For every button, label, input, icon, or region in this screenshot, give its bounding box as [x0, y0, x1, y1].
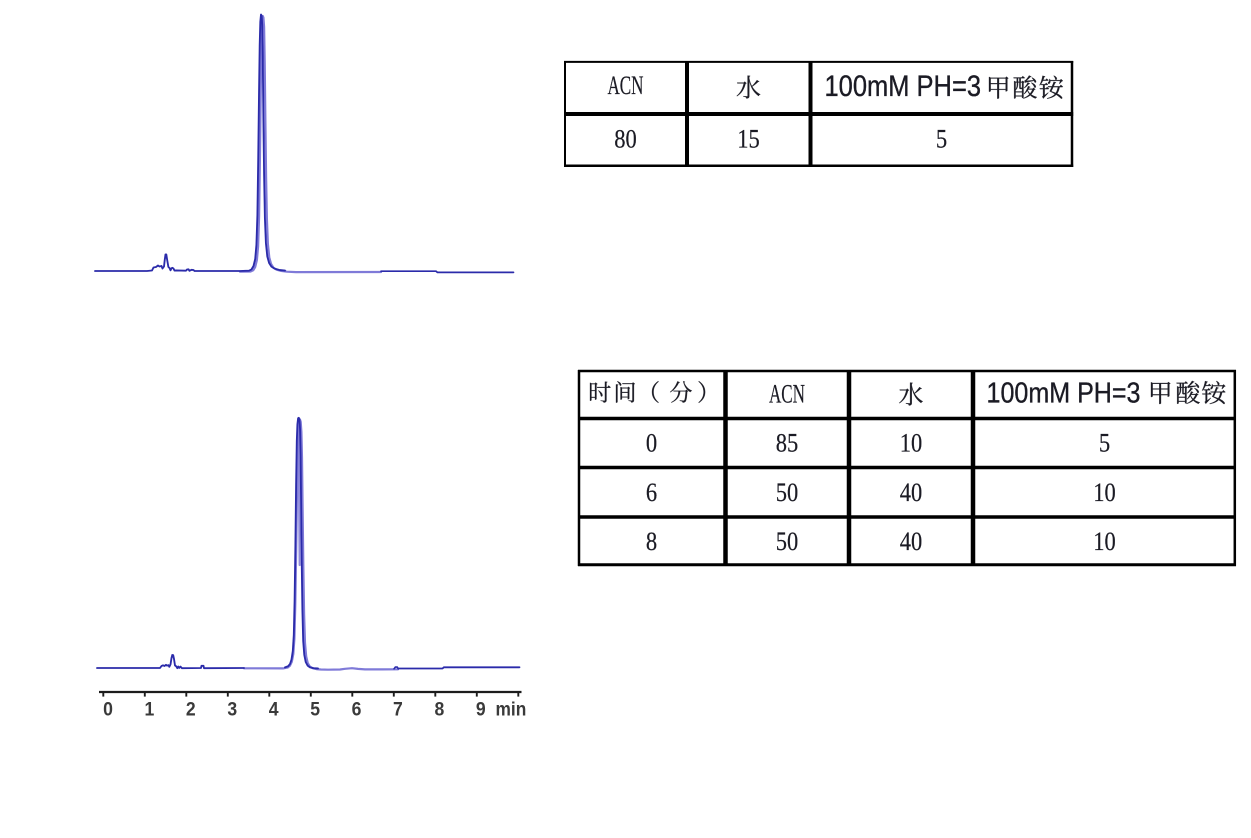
svg-text:4: 4 [269, 700, 279, 721]
svg-text:3: 3 [227, 700, 237, 721]
svg-text:10: 10 [900, 428, 923, 457]
svg-text:min: min [496, 700, 527, 721]
svg-text:85: 85 [776, 428, 799, 457]
svg-text:8: 8 [435, 700, 445, 721]
svg-text:8: 8 [646, 527, 657, 556]
svg-text:100mM PH=3: 100mM PH=3 [987, 378, 1141, 410]
svg-text:6: 6 [646, 478, 657, 507]
svg-text:1: 1 [145, 700, 155, 721]
svg-text:0: 0 [646, 428, 657, 457]
svg-text:15: 15 [737, 124, 760, 153]
svg-text:ACN: ACN [608, 71, 644, 100]
svg-text:100mM PH=3: 100mM PH=3 [825, 70, 982, 103]
svg-text:9: 9 [476, 700, 486, 721]
svg-text:5: 5 [936, 124, 947, 153]
svg-text:50: 50 [776, 527, 799, 556]
svg-text:2: 2 [186, 700, 196, 721]
svg-text:10: 10 [1093, 527, 1116, 556]
svg-text:80: 80 [614, 124, 637, 153]
svg-text:ACN: ACN [769, 379, 805, 408]
svg-text:5: 5 [310, 700, 320, 721]
svg-text:7: 7 [393, 700, 403, 721]
svg-text:10: 10 [1093, 478, 1116, 507]
svg-text:50: 50 [776, 478, 799, 507]
svg-text:0: 0 [103, 700, 113, 721]
svg-text:5: 5 [1099, 428, 1110, 457]
svg-text:40: 40 [900, 527, 923, 556]
svg-text:6: 6 [352, 700, 362, 721]
svg-text:40: 40 [900, 478, 923, 507]
